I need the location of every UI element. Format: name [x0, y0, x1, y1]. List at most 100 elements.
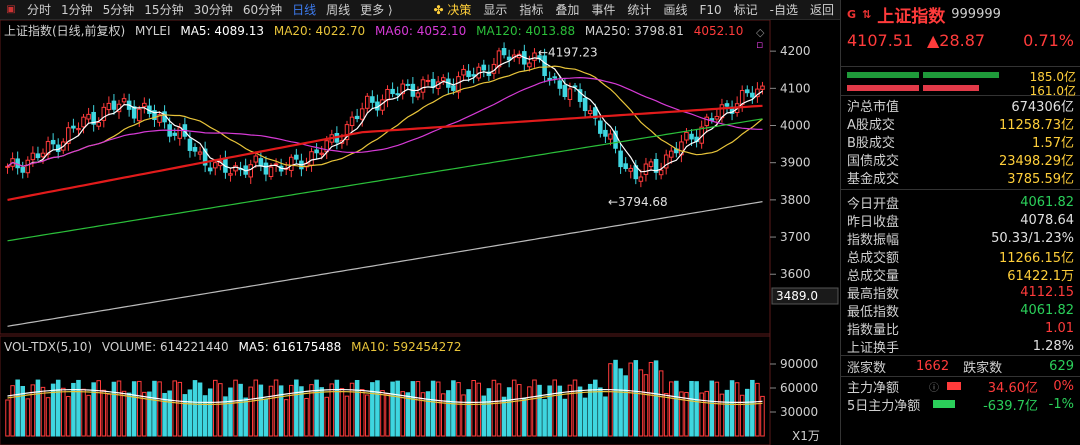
volume-bar[interactable] [30, 384, 36, 437]
volume-bar[interactable] [572, 379, 578, 437]
toolbar-button[interactable]: 显示 [483, 2, 508, 17]
down-candle[interactable] [71, 125, 76, 129]
volume-bar[interactable] [451, 380, 456, 437]
period-tab[interactable]: 周线 [326, 2, 351, 17]
up-candle[interactable] [456, 76, 461, 93]
volume-bar[interactable] [86, 394, 91, 437]
up-candle[interactable] [288, 156, 294, 171]
volume-bar[interactable] [446, 390, 451, 437]
volume-bar[interactable] [522, 397, 527, 437]
volume-bar[interactable] [400, 391, 406, 437]
up-candle[interactable] [212, 162, 218, 169]
volume-bar[interactable] [111, 381, 117, 437]
info-icon[interactable]: ⓘ [929, 382, 939, 394]
volume-bar[interactable] [177, 381, 183, 437]
volume-bar[interactable] [410, 381, 416, 437]
volume-bar[interactable] [679, 391, 684, 437]
toolbar-button[interactable]: 叠加 [555, 2, 580, 17]
toolbar-button[interactable]: F10 [699, 2, 722, 17]
down-candle[interactable] [689, 133, 694, 140]
volume-bar[interactable] [694, 381, 699, 437]
down-candle[interactable] [314, 149, 319, 154]
up-candle[interactable] [142, 102, 147, 108]
volume-bar[interactable] [299, 386, 304, 437]
volume-bar[interactable] [557, 385, 563, 437]
period-tab[interactable]: 日线 [292, 2, 317, 17]
down-candle[interactable] [471, 74, 476, 77]
volume-bar[interactable] [334, 379, 340, 437]
up-candle[interactable] [101, 106, 107, 121]
up-candle[interactable] [136, 108, 142, 122]
up-candle[interactable] [197, 151, 203, 155]
up-candle[interactable] [415, 92, 421, 98]
down-candle[interactable] [542, 55, 547, 77]
volume-bar[interactable] [390, 381, 395, 437]
down-candle[interactable] [263, 162, 269, 175]
up-candle[interactable] [684, 131, 689, 141]
volume-bar[interactable] [466, 389, 471, 437]
volume-bar[interactable] [648, 361, 654, 437]
volume-bar[interactable] [435, 381, 441, 437]
up-candle[interactable] [648, 161, 654, 168]
down-candle[interactable] [618, 150, 623, 168]
period-tab[interactable]: 1分钟 [61, 2, 93, 17]
period-tab[interactable]: 60分钟 [242, 2, 283, 17]
down-candle[interactable] [20, 166, 26, 173]
volume-bar[interactable] [658, 370, 664, 437]
up-candle[interactable] [364, 95, 370, 109]
chart-canvas[interactable]: 4200 4100 4000 3900 3800 3700 3600 3489.0 90000 6… [0, 20, 840, 445]
volume-bar[interactable] [304, 397, 309, 437]
down-candle[interactable] [744, 89, 750, 94]
volume-bar[interactable] [187, 389, 193, 437]
volume-bar[interactable] [15, 379, 20, 437]
up-candle[interactable] [587, 110, 593, 115]
up-candle[interactable] [81, 116, 86, 128]
toolbar-button[interactable]: 统计 [627, 2, 652, 17]
down-candle[interactable] [390, 88, 395, 95]
volume-bar[interactable] [354, 379, 360, 437]
volume-bar[interactable] [461, 394, 466, 437]
volume-bar[interactable] [420, 392, 426, 437]
volume-bar[interactable] [147, 391, 152, 437]
volume-bar[interactable] [228, 387, 233, 437]
volume-bar[interactable] [25, 398, 31, 437]
period-tab[interactable]: 30分钟 [193, 2, 233, 17]
down-candle[interactable] [557, 80, 563, 89]
volume-bar[interactable] [339, 388, 345, 437]
volume-bar[interactable] [598, 387, 603, 437]
volume-bar[interactable] [623, 375, 628, 437]
volume-bar[interactable] [192, 380, 198, 437]
volume-bar[interactable] [689, 380, 694, 437]
down-candle[interactable] [623, 163, 628, 169]
volume-bar[interactable] [10, 385, 15, 437]
up-candle[interactable] [157, 114, 162, 123]
down-candle[interactable] [481, 64, 487, 71]
volume-bar[interactable] [527, 386, 532, 437]
up-candle[interactable] [121, 98, 127, 103]
kline-chart[interactable]: 上证指数(日线,前复权) MYLEI MA5: 4089.13 MA20: 40… [0, 20, 840, 445]
down-candle[interactable] [486, 71, 492, 77]
volume-bar[interactable] [471, 380, 476, 437]
up-candle[interactable] [45, 141, 51, 155]
up-candle[interactable] [233, 165, 238, 172]
down-candle[interactable] [552, 76, 558, 79]
up-candle[interactable] [527, 62, 532, 68]
up-candle[interactable] [309, 151, 314, 166]
up-candle[interactable] [177, 127, 183, 139]
volume-bar[interactable] [81, 388, 86, 437]
down-candle[interactable] [653, 158, 659, 173]
volume-bar[interactable] [5, 399, 10, 437]
volume-bar[interactable] [375, 380, 380, 437]
volume-bar[interactable] [91, 382, 96, 437]
volume-bar[interactable] [516, 384, 522, 437]
up-candle[interactable] [25, 159, 31, 174]
volume-bar[interactable] [182, 394, 188, 437]
volume-bar[interactable] [744, 388, 750, 437]
volume-bar[interactable] [456, 382, 461, 437]
volume-bar[interactable] [314, 379, 319, 437]
down-candle[interactable] [131, 106, 137, 119]
up-candle[interactable] [359, 108, 365, 120]
volume-bar[interactable] [116, 380, 122, 437]
volume-bar[interactable] [613, 359, 618, 437]
up-candle[interactable] [658, 169, 664, 176]
